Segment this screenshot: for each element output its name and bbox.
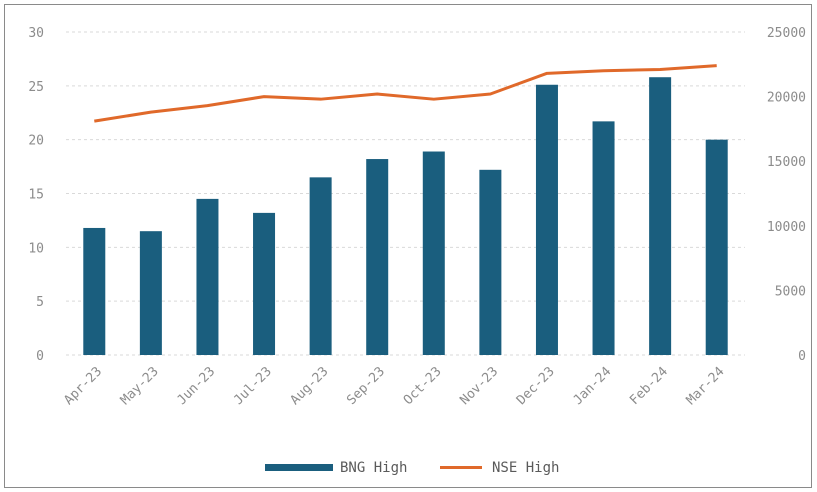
bar-series: [83, 77, 728, 356]
bar: [649, 77, 672, 355]
left-axis-tick: 5: [36, 295, 44, 310]
left-axis-tick: 15: [28, 188, 44, 203]
bar: [592, 121, 615, 355]
legend: BNG High NSE High: [265, 460, 559, 476]
right-axis-tick: 25000: [767, 26, 806, 41]
category-label: Jun-23: [174, 364, 218, 408]
bar: [422, 151, 445, 355]
left-axis-labels: 0 5 10 15 20 25 30: [28, 26, 44, 364]
legend-swatch-line: [440, 466, 482, 469]
category-label: Jan-24: [571, 364, 615, 408]
left-axis-tick: 20: [28, 134, 44, 149]
category-labels: Apr-23 May-23 Jun-23 Jul-23 Aug-23 Sep-23 Oct-…: [61, 364, 727, 408]
left-axis-tick: 0: [36, 349, 44, 364]
category-label: Feb-24: [627, 364, 671, 408]
bar: [83, 227, 106, 355]
legend-swatch-bars: [265, 464, 333, 471]
bar: [139, 231, 162, 355]
legend-label-line: NSE High: [492, 460, 559, 476]
bar: [479, 169, 502, 355]
right-axis-tick: 10000: [767, 220, 806, 235]
right-axis-tick: 5000: [775, 284, 806, 299]
category-label: May-23: [118, 364, 162, 408]
bar: [535, 84, 558, 356]
bar: [705, 139, 728, 355]
right-axis-tick: 20000: [767, 91, 806, 106]
line-series: [94, 64, 717, 123]
line-path: [94, 64, 717, 123]
bar: [253, 212, 276, 355]
bar: [196, 198, 219, 355]
legend-label-bars: BNG High: [340, 460, 407, 476]
category-label: Aug-23: [288, 364, 332, 408]
chart-frame: [4, 4, 812, 488]
left-axis-tick: 30: [28, 26, 44, 41]
bar: [366, 159, 389, 355]
bar: [309, 177, 332, 355]
right-axis-tick: 15000: [767, 155, 806, 170]
gridlines: [66, 31, 745, 356]
category-label: Mar-24: [684, 364, 728, 408]
category-label: Apr-23: [61, 364, 105, 408]
right-axis-labels: 0 5000 10000 15000 20000 25000: [767, 26, 806, 364]
right-axis-tick: 0: [798, 349, 806, 364]
category-label: Oct-23: [401, 364, 445, 408]
category-label: Jul-23: [231, 364, 275, 408]
category-label: Nov-23: [457, 364, 501, 408]
left-axis-tick: 25: [28, 80, 44, 95]
left-axis-tick: 10: [28, 241, 44, 256]
category-label: Sep-23: [344, 364, 388, 408]
category-label: Dec-23: [514, 364, 558, 408]
